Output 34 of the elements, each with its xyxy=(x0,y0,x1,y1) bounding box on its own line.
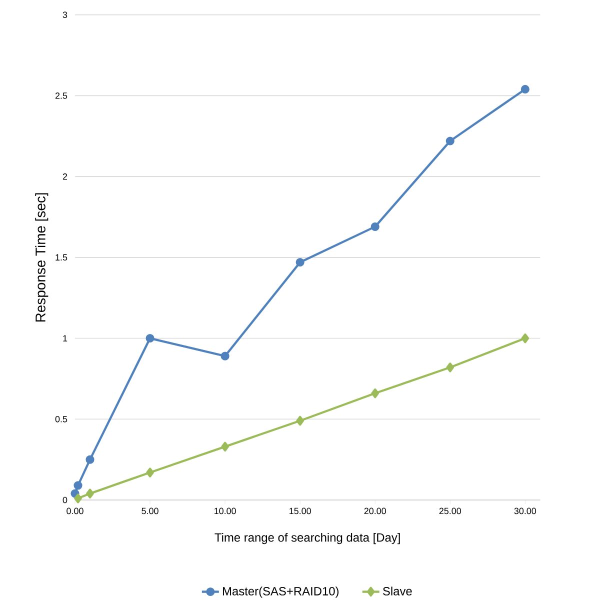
y-tick-label: 2.5 xyxy=(55,92,68,99)
y-tick-label: 1.5 xyxy=(56,254,68,261)
point xyxy=(296,258,304,267)
y-tick-label: 0 xyxy=(62,496,68,504)
point xyxy=(146,468,154,478)
point xyxy=(146,334,154,343)
x-tick-label: 5.00 xyxy=(142,508,158,514)
y-tick-label: 3 xyxy=(62,12,68,18)
x-tick-label: 30.00 xyxy=(514,508,536,514)
y-axis-title: Response Time [sec] xyxy=(35,193,48,322)
point xyxy=(521,333,530,344)
x-tick-label: 15.00 xyxy=(290,508,311,514)
point xyxy=(446,362,454,372)
point xyxy=(221,442,229,452)
point xyxy=(520,84,530,94)
y-tick-label: 2 xyxy=(62,173,68,180)
x-tick-label: 10.00 xyxy=(214,508,236,514)
point xyxy=(296,416,304,426)
y-tick-label: 0.5 xyxy=(55,416,68,422)
y-tick-label: 1 xyxy=(63,335,68,342)
point xyxy=(74,494,82,504)
point xyxy=(86,455,94,464)
point xyxy=(220,352,230,360)
legend-label: Master(SAS+RAID10) xyxy=(222,586,339,598)
point xyxy=(86,488,94,498)
x-tick-label: 25.00 xyxy=(439,508,462,514)
x-tick-label: 20.00 xyxy=(364,508,386,514)
point xyxy=(74,481,82,490)
point xyxy=(370,222,380,231)
legend-label: Slave xyxy=(383,586,412,596)
x-tick-label: 0.00 xyxy=(66,508,84,514)
point xyxy=(371,388,380,398)
point xyxy=(446,136,454,146)
x-axis-title: Time range of searching data [Day] xyxy=(214,532,400,544)
